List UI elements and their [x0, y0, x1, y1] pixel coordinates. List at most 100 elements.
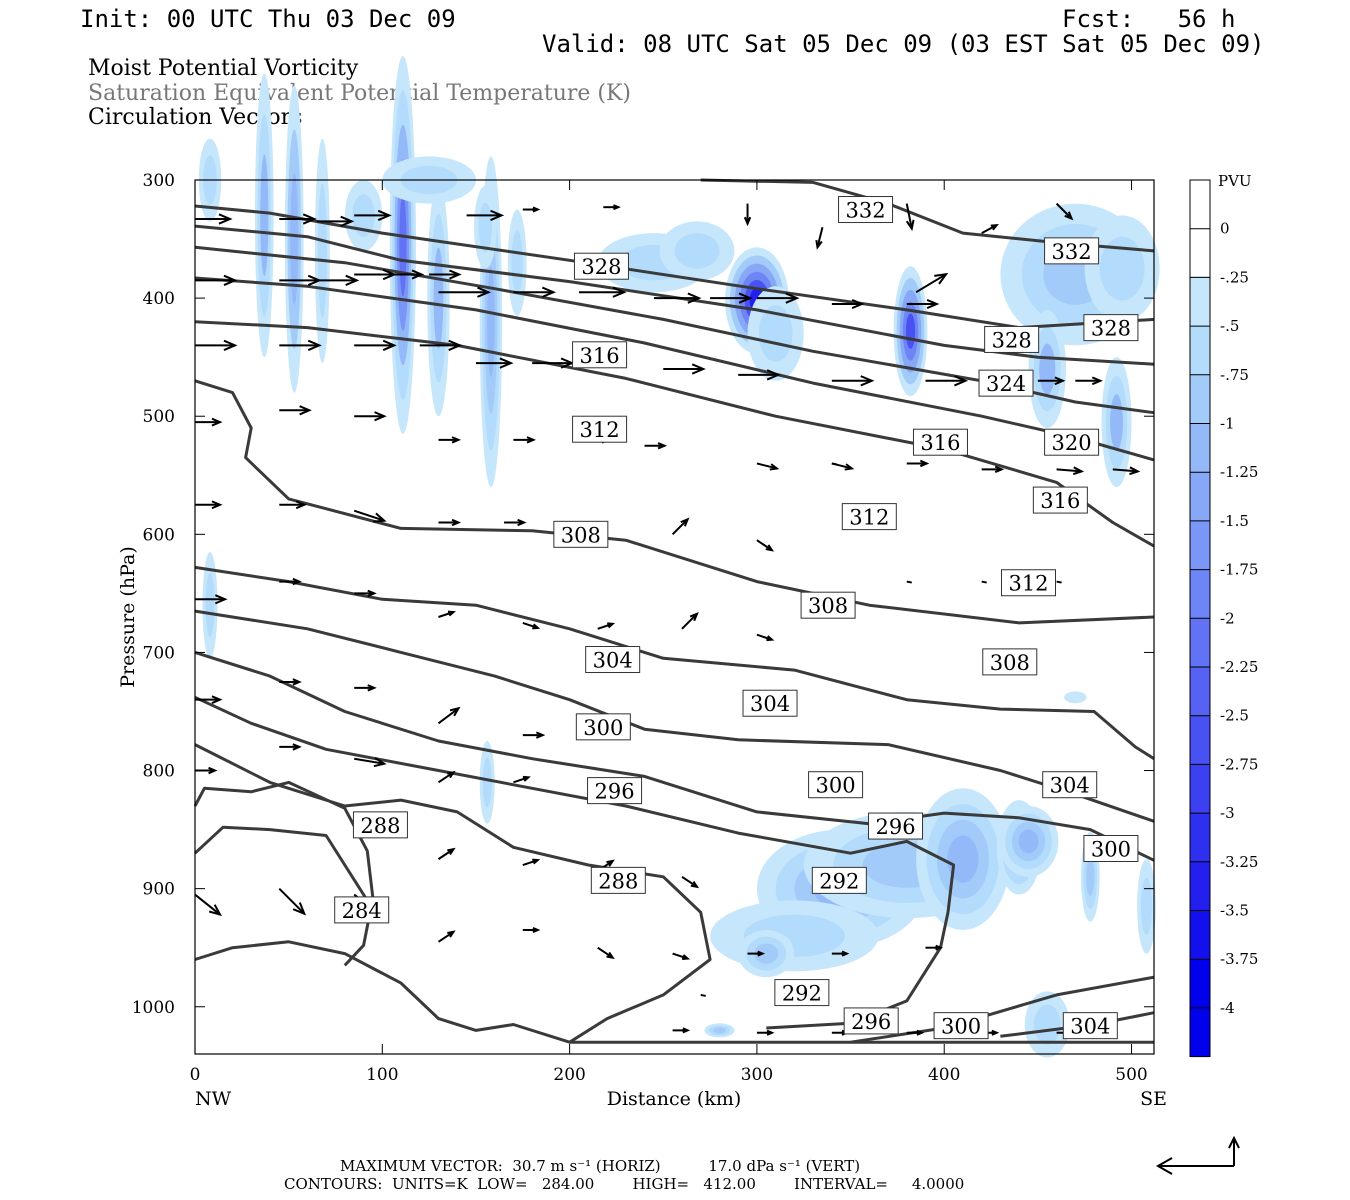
vector-61: [522, 621, 541, 630]
colorbar-box-13: [1190, 910, 1210, 960]
vector-80: [437, 847, 456, 860]
svg-text:320: 320: [1052, 431, 1092, 455]
vector-51: [353, 509, 387, 523]
x-tick-label-0: 0: [190, 1065, 201, 1085]
colorbar-box-12: [1190, 861, 1210, 911]
pv-blob-31-2: [713, 1027, 726, 1034]
contour-label-27: 292: [774, 979, 830, 1007]
vector-57: [195, 594, 228, 605]
vector-40: [513, 436, 536, 444]
colorbar-box-11: [1190, 813, 1210, 862]
colorbar-box-10: [1190, 764, 1210, 814]
colorbar-label-7: -1.75: [1220, 561, 1258, 579]
pv-blob-20-1: [205, 573, 215, 638]
contour-label-15: 308: [982, 648, 1038, 676]
svg-text:312: 312: [849, 506, 889, 530]
pv-blob-14-1: [674, 233, 720, 269]
contour-label-9: 316: [1032, 486, 1088, 514]
contour-label-24: 296: [868, 812, 924, 840]
svg-text:304: 304: [1070, 1015, 1110, 1039]
colorbar-label-11: -2.75: [1220, 755, 1258, 773]
vector-15: [578, 286, 627, 298]
vector-81: [522, 858, 541, 866]
svg-text:304: 304: [1050, 774, 1090, 798]
vector-34: [1037, 376, 1066, 386]
vector-11: [391, 269, 425, 280]
y-tick-label-7: 1000: [132, 998, 175, 1018]
colorbar-box-9: [1190, 715, 1210, 765]
x-tick-label-2: 200: [553, 1065, 585, 1085]
pv-blob-19-2: [1110, 394, 1123, 450]
vector-50: [279, 500, 307, 510]
vector-67: [354, 684, 377, 692]
theta-es-contour-9: [194, 695, 956, 1030]
contour-label-8: 316: [912, 428, 968, 456]
vector-60: [438, 610, 456, 618]
colorbar-label-6: -1.5: [1220, 512, 1249, 530]
pv-blob-26-2: [1086, 857, 1095, 897]
vector-14: [513, 286, 556, 298]
contour-label-14: 308: [800, 591, 856, 619]
y-axis-title: Pressure (hPa): [117, 546, 139, 688]
vector-32: [925, 375, 969, 387]
contour-label-26: 292: [811, 866, 867, 894]
colorbar-label-2: -.5: [1220, 317, 1239, 335]
colorbar-label-9: -2.25: [1220, 658, 1258, 676]
vector-62: [597, 622, 616, 630]
vector-4: [466, 209, 505, 222]
vector-20: [906, 299, 940, 310]
forecast-hour: Fcst: 56 h: [1062, 5, 1236, 33]
pv-blob-11-1: [511, 230, 523, 295]
colorbar-box-5: [1190, 520, 1210, 570]
vector-56: [756, 539, 775, 552]
vector-77: [194, 893, 223, 917]
svg-text:292: 292: [782, 982, 822, 1006]
colorbar-box-2: [1190, 374, 1210, 424]
y-axis: 300 400 500 600 700 800 900 1000: [132, 171, 1154, 1018]
vector-100: [815, 227, 824, 250]
pv-blob-6-2: [433, 247, 444, 349]
colorbar-label-3: -.75: [1220, 366, 1249, 384]
contour-label-23: 296: [587, 777, 643, 805]
svg-text:304: 304: [593, 649, 633, 673]
vector-49: [195, 500, 223, 510]
vector-24: [354, 339, 397, 351]
pv-blob-7-3: [487, 266, 495, 377]
vector-3: [354, 209, 392, 222]
vector-73: [354, 757, 387, 768]
reference-vector-icon: [1155, 1135, 1240, 1175]
vector-35: [1075, 376, 1103, 386]
svg-text:308: 308: [808, 594, 848, 618]
svg-text:312: 312: [580, 418, 620, 442]
x-axis-title: Distance (km): [607, 1088, 742, 1110]
contour-label-3: 328: [984, 325, 1040, 353]
vector-104: [906, 580, 912, 584]
x-tick-label-3: 300: [741, 1065, 773, 1085]
contour-label-21: 300: [1083, 834, 1139, 862]
svg-text:284: 284: [342, 899, 382, 923]
x-tick-label-1: 100: [366, 1065, 398, 1085]
svg-text:300: 300: [816, 774, 856, 798]
vector-23: [279, 339, 322, 351]
vector-72: [279, 743, 302, 751]
contour-label-25: 296: [843, 1007, 899, 1035]
x-axis-left-label: NW: [195, 1088, 232, 1110]
vector-17: [710, 292, 753, 304]
x-tick-label-5: 500: [1115, 1065, 1147, 1085]
svg-text:300: 300: [583, 716, 623, 740]
svg-text:328: 328: [992, 328, 1032, 352]
colorbar-label-10: -2.5: [1220, 707, 1249, 725]
svg-text:296: 296: [595, 780, 635, 804]
theta-es-contour-13: [194, 940, 1154, 1044]
pv-blob-24-3: [947, 835, 979, 883]
field-title-theta-es: Saturation Equivalent Potential Temperat…: [88, 81, 631, 106]
vector-103: [1055, 202, 1074, 221]
pv-blob-17-1: [1099, 236, 1145, 301]
contour-label-10: 312: [572, 415, 628, 443]
pv-blob-27-1: [1140, 878, 1153, 935]
vector-92: [756, 1029, 775, 1036]
svg-text:312: 312: [1008, 572, 1048, 596]
vector-65: [195, 695, 223, 705]
vector-106: [1056, 580, 1062, 584]
colorbar-label-4: -1: [1220, 415, 1235, 433]
